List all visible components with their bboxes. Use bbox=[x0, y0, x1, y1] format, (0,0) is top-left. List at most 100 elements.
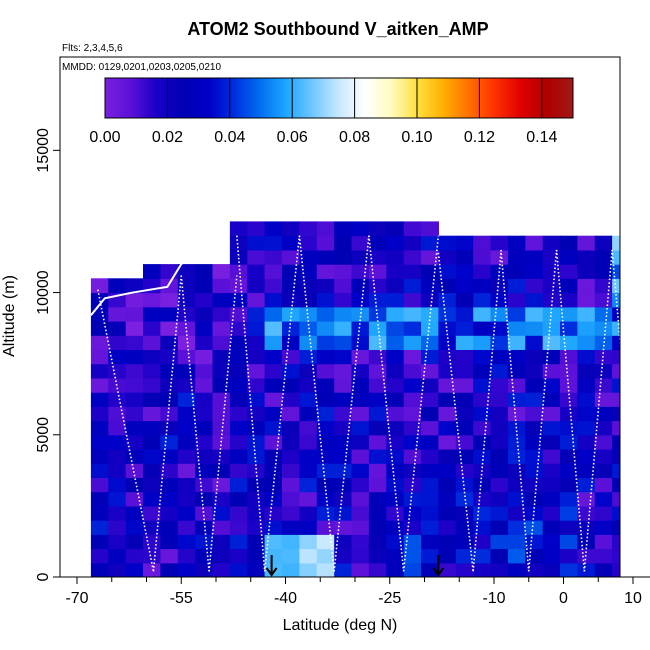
heat-cell bbox=[229, 249, 248, 265]
heat-cell bbox=[630, 435, 648, 450]
colorbar-tick-label: 0.04 bbox=[214, 129, 245, 146]
heat-cell bbox=[438, 335, 457, 350]
heat-cell bbox=[455, 520, 474, 535]
heat-cell bbox=[403, 548, 422, 564]
heat-cell bbox=[403, 264, 422, 279]
heat-cell bbox=[455, 306, 474, 322]
heat-cell bbox=[282, 449, 300, 464]
heat-cell bbox=[351, 249, 370, 265]
heat-cell bbox=[264, 491, 283, 507]
heat-cell bbox=[351, 221, 370, 237]
chart-title: ATOM2 Southbound V_aitken_AMP bbox=[187, 19, 488, 39]
heat-cell bbox=[143, 548, 161, 564]
heat-cell bbox=[421, 562, 439, 577]
heat-cell bbox=[594, 235, 613, 251]
heat-cell bbox=[212, 349, 231, 365]
heat-cell bbox=[542, 321, 561, 336]
heat-cell bbox=[299, 377, 318, 393]
heat-cell bbox=[212, 377, 231, 393]
heat-cell bbox=[507, 505, 526, 521]
heat-cell bbox=[108, 363, 127, 379]
heat-cell bbox=[577, 377, 596, 393]
heat-cell bbox=[282, 335, 300, 350]
heat-cell bbox=[108, 434, 127, 450]
heat-cell bbox=[577, 335, 596, 350]
heat-cell bbox=[542, 292, 561, 308]
heat-cell bbox=[560, 321, 578, 336]
heat-cell bbox=[630, 520, 648, 535]
heat-cell bbox=[195, 491, 214, 507]
heat-cell bbox=[525, 335, 544, 350]
heat-cell bbox=[195, 562, 214, 577]
heat-cell bbox=[386, 335, 405, 350]
heat-cell bbox=[229, 491, 248, 507]
heat-cell bbox=[316, 321, 335, 336]
heat-cell bbox=[542, 392, 561, 407]
heat-cell bbox=[612, 292, 620, 308]
heat-cell bbox=[542, 406, 561, 422]
heat-cell bbox=[316, 363, 335, 379]
heat-cell bbox=[594, 292, 613, 308]
heat-cell bbox=[594, 491, 613, 507]
heat-cell bbox=[177, 505, 196, 521]
heat-cell bbox=[542, 235, 561, 251]
heat-cell bbox=[507, 562, 526, 577]
heat-cell bbox=[386, 463, 405, 478]
heat-cell bbox=[282, 491, 300, 507]
heat-cell bbox=[525, 249, 544, 265]
heat-cell bbox=[421, 306, 439, 322]
heat-cell bbox=[299, 264, 318, 279]
heat-cell bbox=[438, 249, 457, 265]
heat-cell bbox=[316, 434, 335, 450]
heat-cell bbox=[612, 562, 620, 577]
heat-cell bbox=[125, 392, 144, 407]
heat-cell bbox=[177, 520, 196, 535]
heat-cell bbox=[630, 492, 648, 507]
heat-cell bbox=[90, 562, 109, 577]
heat-cell bbox=[316, 505, 335, 521]
heat-cell bbox=[507, 449, 526, 464]
heat-cell bbox=[264, 477, 283, 493]
heat-cell bbox=[490, 463, 509, 478]
heat-cell bbox=[229, 520, 248, 535]
heat-cell bbox=[594, 562, 613, 577]
heat-cell bbox=[473, 278, 492, 294]
heat-cell bbox=[264, 221, 283, 237]
heat-cell bbox=[560, 477, 578, 493]
heat-cell bbox=[386, 349, 405, 365]
heat-cell bbox=[195, 321, 214, 336]
heat-cell bbox=[264, 420, 283, 436]
heat-cell bbox=[577, 505, 596, 521]
heat-cell bbox=[195, 278, 214, 294]
heat-cell bbox=[421, 505, 439, 521]
heat-cell bbox=[351, 434, 370, 450]
heat-cell bbox=[490, 434, 509, 450]
heat-cell bbox=[90, 449, 109, 464]
heat-cell bbox=[386, 392, 405, 407]
heat-cell bbox=[299, 249, 318, 265]
heat-cell bbox=[299, 406, 318, 422]
heat-cell bbox=[421, 406, 439, 422]
heat-cell bbox=[386, 377, 405, 393]
heat-cell bbox=[125, 363, 144, 379]
heat-cell bbox=[594, 534, 613, 550]
heat-cell bbox=[247, 420, 266, 436]
heat-cell bbox=[125, 278, 144, 294]
heat-cell bbox=[368, 363, 387, 379]
heat-cell bbox=[299, 562, 318, 577]
flight-profile-segment bbox=[333, 235, 370, 572]
heat-cell bbox=[195, 377, 214, 393]
heat-cell bbox=[316, 420, 335, 436]
heat-cell bbox=[282, 235, 300, 251]
heat-cell bbox=[195, 349, 214, 365]
heat-cell bbox=[160, 491, 179, 507]
heat-cell bbox=[455, 477, 474, 493]
heat-cell bbox=[108, 406, 127, 422]
flight-profile-segment bbox=[90, 229, 224, 316]
heat-cell bbox=[421, 264, 439, 279]
heat-cell bbox=[125, 306, 144, 322]
heat-cell bbox=[403, 420, 422, 436]
heat-cell bbox=[577, 562, 596, 577]
heat-cell bbox=[560, 505, 578, 521]
heat-cell bbox=[368, 335, 387, 350]
